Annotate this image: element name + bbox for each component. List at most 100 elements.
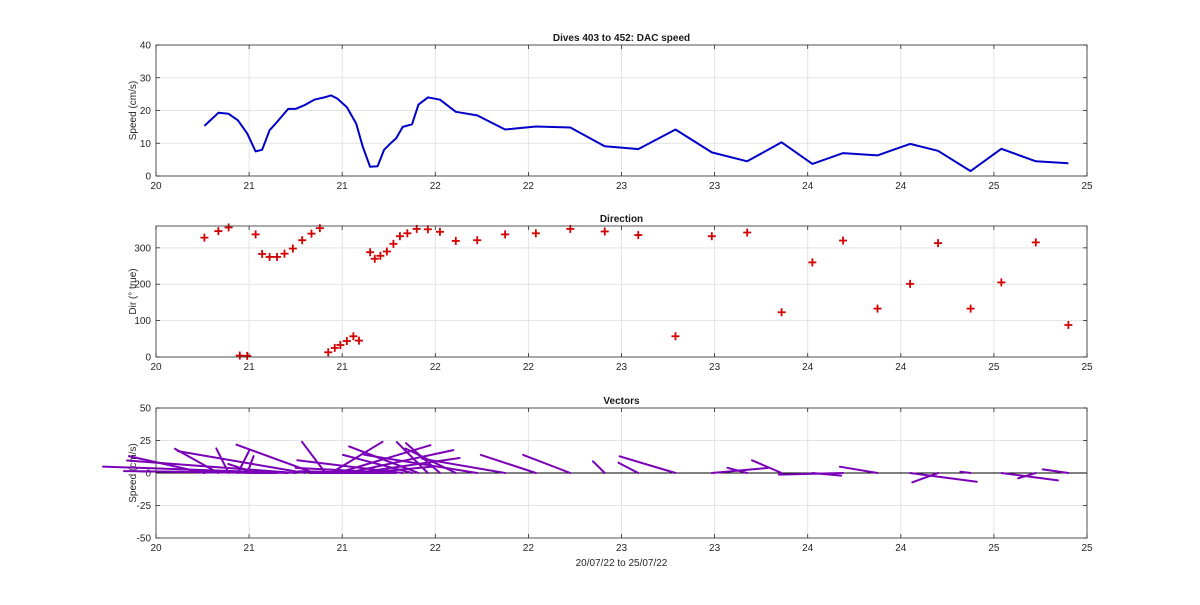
chart-title: Vectors [603, 396, 640, 407]
direction-point [531, 229, 540, 238]
vector-stick [618, 455, 677, 474]
y-tick-label: 0 [145, 469, 151, 480]
y-axis-label: Dir (° true) [128, 268, 139, 314]
vector-stick [1041, 468, 1070, 474]
vector-stick [592, 460, 606, 474]
x-tick-label: 22 [523, 362, 535, 373]
chart-title: Dives 403 to 452: DAC speed [553, 33, 690, 44]
direction-point [251, 230, 260, 239]
x-tick-label: 22 [523, 181, 535, 192]
x-tick-label: 25 [1081, 543, 1093, 554]
vector-stick [330, 440, 384, 474]
direction-point [435, 227, 444, 236]
vector-stick [751, 459, 783, 474]
vector-stick [420, 457, 507, 474]
speed-panel: 20 21 21 22 22 23 23 24 24 25 25 0 10 20 30 40 Dives 403… [128, 33, 1093, 192]
vector-stick [726, 466, 749, 474]
y-tick-label: -50 [137, 534, 152, 545]
y-tick-label: -25 [137, 501, 152, 512]
vector-stick [909, 472, 978, 483]
x-tick-label: 20 [150, 543, 162, 554]
direction-point [966, 304, 975, 313]
y-axis-label: Speed (cm/s) [128, 81, 139, 140]
axes-frame [155, 407, 1088, 539]
x-tick-label: 25 [988, 362, 1000, 373]
x-tick-label: 23 [709, 543, 721, 554]
vector-stick [301, 440, 327, 474]
x-tick-label: 23 [616, 362, 628, 373]
direction-point [235, 351, 244, 360]
y-tick-label: 30 [140, 73, 152, 84]
x-tick-label: 23 [709, 181, 721, 192]
vector-stick [176, 450, 306, 474]
vector-stick [342, 453, 414, 474]
vector-stick [294, 466, 398, 474]
y-tick-label: 25 [140, 436, 152, 447]
x-tick-label: 24 [895, 543, 907, 554]
direction-point [280, 249, 289, 258]
direction-point [307, 229, 316, 238]
direction-point [273, 252, 282, 261]
vector-stick [959, 470, 972, 474]
x-tick-label: 24 [802, 362, 814, 373]
vectors-panel: 20 21 21 22 22 23 23 24 24 25 25 -50 -25 0 25 50 Vectors… [102, 396, 1093, 569]
direction-point [336, 340, 345, 349]
y-tick-label: 50 [140, 404, 152, 415]
vector-stick [617, 461, 640, 474]
x-tick-label: 22 [430, 543, 442, 554]
vector-stick [479, 453, 537, 474]
x-axis-label: 20/07/22 to 25/07/22 [576, 558, 668, 569]
x-tick-label: 23 [616, 543, 628, 554]
direction-panel: 20 21 21 22 22 23 23 24 24 25 25 0 100 200 300 Directio… [128, 214, 1093, 373]
vector-stick [215, 447, 230, 474]
x-tick-label: 23 [709, 362, 721, 373]
vector-stick [1000, 472, 1059, 482]
direction-point [366, 248, 375, 257]
axes-frame [155, 225, 1088, 358]
vector-stick [777, 472, 845, 476]
direction-point [214, 227, 223, 236]
vector-stick [348, 445, 420, 474]
x-tick-label: 24 [895, 362, 907, 373]
vector-stick [126, 459, 297, 474]
direction-point [354, 336, 363, 345]
vector-stick [296, 459, 404, 474]
x-tick-label: 25 [988, 181, 1000, 192]
y-axis-label: Speed (cm/s) [128, 443, 139, 502]
direction-point [808, 258, 817, 267]
direction-point [200, 233, 209, 242]
vector-stick [522, 453, 572, 474]
y-tick-label: 20 [140, 106, 152, 117]
direction-point [403, 229, 412, 238]
direction-point [324, 348, 333, 357]
x-tick-label: 22 [430, 181, 442, 192]
direction-point [298, 236, 307, 245]
axes-frame [155, 44, 1088, 177]
direction-point [265, 252, 274, 261]
x-tick-label: 25 [1081, 362, 1093, 373]
direction-point [224, 223, 233, 232]
direction-point [501, 230, 510, 239]
direction-point [839, 236, 848, 245]
y-tick-label: 0 [145, 353, 151, 364]
direction-point [634, 231, 643, 240]
direction-point [451, 236, 460, 245]
direction-point [473, 236, 482, 245]
direction-point [600, 227, 609, 236]
x-tick-label: 21 [337, 181, 349, 192]
x-tick-label: 24 [895, 181, 907, 192]
vector-stick [355, 457, 461, 474]
direction-point [376, 251, 385, 260]
direction-point [258, 250, 267, 259]
x-tick-label: 24 [802, 181, 814, 192]
direction-point [1064, 320, 1073, 329]
direction-point [777, 308, 786, 317]
y-tick-label: 40 [140, 41, 152, 52]
direction-point [342, 336, 351, 345]
x-tick-label: 25 [1081, 181, 1093, 192]
speed-line [203, 94, 1069, 173]
direction-point [997, 278, 1006, 287]
x-tick-label: 20 [150, 181, 162, 192]
x-tick-label: 20 [150, 362, 162, 373]
